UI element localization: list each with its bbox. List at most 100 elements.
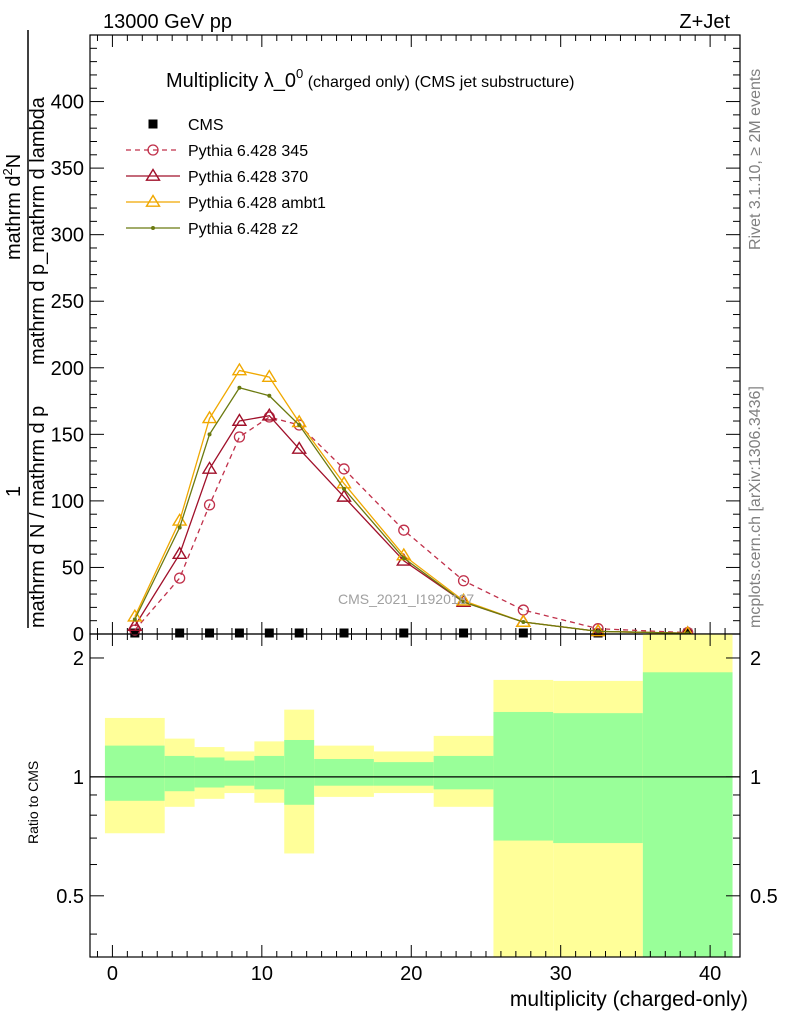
series-line (134, 386, 688, 634)
legend-item: CMS (148, 117, 224, 134)
data-point (590, 623, 606, 637)
ratio-plot: 0 10 20 30 40 0.5 0.5 1 1 2 2 (56, 633, 778, 985)
y-tick-label: 200 (51, 358, 84, 380)
legend-item: Pythia 6.428 ambt1 (126, 194, 326, 212)
data-point (338, 463, 350, 475)
data-point (461, 600, 466, 605)
data-point (399, 628, 409, 638)
data-point (596, 629, 601, 634)
data-point (342, 486, 347, 491)
header-left-label: 13000 GeV pp (103, 11, 232, 33)
y-tick-label: 100 (51, 491, 84, 513)
data-point (261, 407, 278, 421)
y-tick-label: 150 (51, 424, 84, 446)
ratio-y-tick-label-right: 1 (750, 767, 761, 789)
y-tick-label: 300 (51, 225, 84, 247)
ratio-stat-band (493, 711, 554, 841)
side-text-rivet: Rivet 3.1.10, ≥ 2M events (747, 69, 764, 250)
ratio-y-tick-label: 2 (73, 648, 84, 670)
data-point (175, 628, 185, 638)
ratio-stat-band (373, 762, 434, 786)
y-tick-label: 0 (73, 624, 84, 646)
x-tick-label: 30 (550, 963, 572, 985)
data-point (297, 423, 302, 428)
y-label-denominator-main: mathrm d N / mathrm d p (27, 406, 49, 628)
data-point (291, 441, 307, 454)
data-point (459, 628, 469, 638)
ratio-stat-band (254, 755, 285, 790)
ratio-stat-band (284, 739, 315, 805)
ratio-stat-band (433, 755, 494, 790)
legend-marker (148, 119, 158, 129)
data-point (336, 489, 352, 502)
y-label-numerator-prefix: 1 (3, 486, 25, 497)
y-label-denominator-rest: mathrm d p_mathrm d lambda (27, 96, 49, 365)
y-axis-label: 1 mathrm d2N mathrm d N / mathrm d p mat… (0, 30, 49, 628)
ratio-y-tick-label: 1 (73, 767, 84, 789)
main-plot: 0 50 100 150 200 250 300 350 400 (51, 34, 741, 646)
analysis-watermark: CMS_2021_I1920187 (338, 591, 474, 607)
series-4 (132, 385, 690, 636)
ratio-plot-frame (89, 633, 741, 958)
legend-marker (151, 226, 155, 230)
x-axis-label: multiplicity (charged-only) (510, 988, 748, 1011)
legend-label: Pythia 6.428 370 (188, 169, 308, 186)
data-point (177, 525, 182, 530)
legend-item: Pythia 6.428 345 (126, 143, 308, 160)
data-point (294, 628, 304, 638)
data-point (171, 513, 188, 526)
x-tick-label: 40 (699, 963, 721, 985)
data-point (457, 575, 470, 587)
data-point (231, 413, 248, 426)
ratio-stat-band (553, 713, 643, 844)
data-point (401, 556, 406, 561)
ratio-y-tick-label: 0.5 (56, 886, 84, 908)
data-point (398, 524, 410, 536)
data-point (203, 499, 216, 511)
ratio-y-axis-label: Ratio to CMS (25, 761, 41, 844)
data-point (201, 461, 218, 474)
data-point (233, 431, 246, 443)
data-point (267, 393, 272, 398)
data-point (207, 432, 212, 437)
data-point (261, 369, 278, 383)
legend-marker (147, 144, 159, 156)
ratio-y-tick-label-right: 0.5 (750, 886, 778, 908)
data-point (174, 572, 186, 584)
data-point (237, 385, 242, 390)
data-point (234, 628, 244, 638)
header-right-label: Z+Jet (679, 11, 730, 33)
y-label-numerator: mathrm d2N (0, 154, 25, 260)
legend-label: CMS (188, 117, 224, 134)
ratio-stat-band (194, 757, 225, 788)
legend-item: Pythia 6.428 370 (126, 168, 308, 186)
x-tick-label: 20 (400, 963, 422, 985)
data-point (130, 628, 140, 638)
ratio-stat-band (224, 760, 255, 786)
y-tick-label: 350 (51, 158, 84, 180)
legend-marker (145, 194, 161, 207)
series-line (134, 416, 688, 634)
ratio-stat-band (104, 745, 165, 801)
data-point (264, 628, 274, 638)
legend-item: Pythia 6.428 z2 (126, 221, 298, 238)
data-point (518, 628, 528, 638)
ratio-stat-band (314, 758, 374, 786)
side-text-mcplots: mcplots.cern.ch [arXiv:1306.3436] (747, 386, 764, 628)
data-point (201, 410, 218, 424)
legend-label: Pythia 6.428 ambt1 (188, 195, 326, 212)
y-tick-label: 400 (51, 92, 84, 114)
x-tick-label: 10 (251, 963, 273, 985)
data-point (132, 617, 137, 622)
data-point (171, 546, 188, 560)
data-point (521, 620, 526, 625)
x-tick-label: 0 (107, 963, 118, 985)
plot-title: Multiplicity λ_00 (charged only) (CMS je… (166, 66, 574, 92)
legend-label: Pythia 6.428 z2 (188, 221, 298, 238)
data-point (205, 628, 215, 638)
data-point (231, 362, 248, 376)
legend-marker (145, 168, 161, 181)
data-point (127, 618, 143, 631)
data-point (517, 604, 529, 616)
